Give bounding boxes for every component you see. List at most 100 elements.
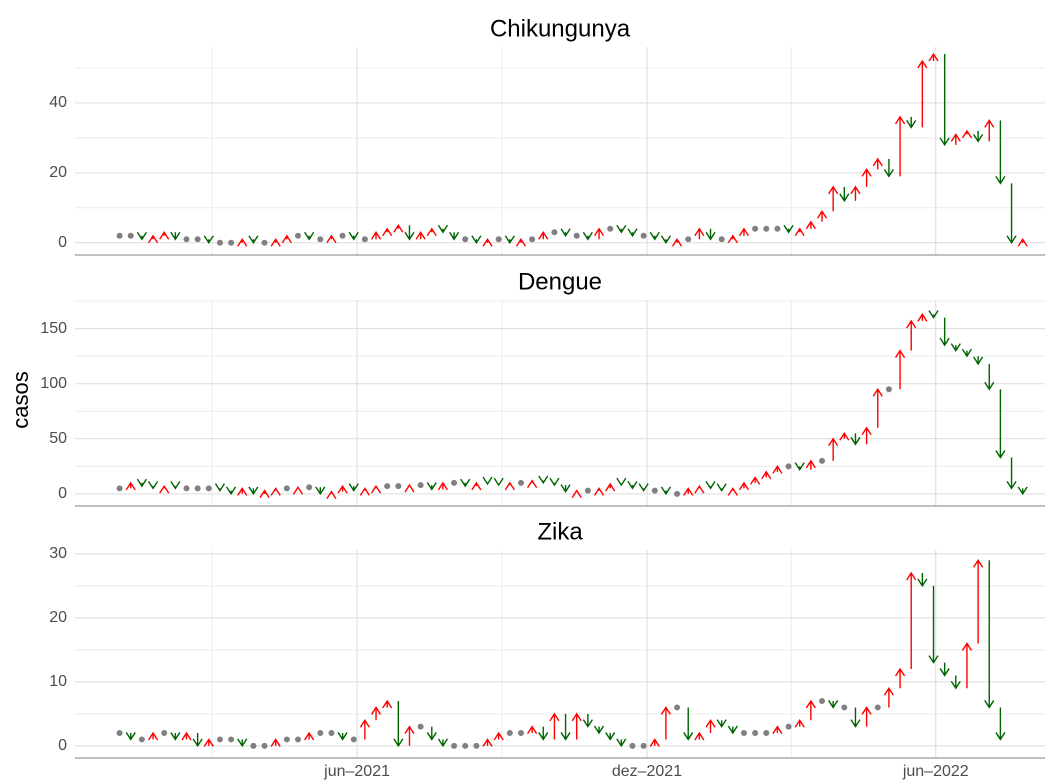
arrow-down xyxy=(839,186,850,203)
point xyxy=(640,742,647,749)
arrow-up xyxy=(593,487,605,496)
arrow-up xyxy=(883,686,894,708)
point xyxy=(361,236,368,243)
arrow-down xyxy=(549,477,560,487)
arrow-down xyxy=(794,462,805,471)
y-tick-label: 20 xyxy=(49,609,67,626)
arrow-down xyxy=(504,235,515,245)
arrow-up xyxy=(950,133,961,145)
arrow-down xyxy=(248,486,259,496)
arrow-up xyxy=(292,485,304,495)
point xyxy=(752,730,759,737)
arrow-up xyxy=(259,489,270,498)
point xyxy=(328,730,335,737)
arrow-down xyxy=(995,707,1006,741)
arrow-up xyxy=(370,706,382,721)
arrow-up xyxy=(437,481,449,491)
arrow-down xyxy=(716,719,727,728)
arrow-down xyxy=(616,224,627,234)
point xyxy=(763,730,770,737)
arrow-up xyxy=(237,237,248,247)
arrow-down xyxy=(616,477,627,487)
arrow-down xyxy=(482,476,493,486)
y-tick-label: 20 xyxy=(49,164,67,181)
arrow-down xyxy=(248,235,259,245)
arrow-up xyxy=(281,234,292,244)
point xyxy=(874,704,881,711)
arrow-up xyxy=(181,731,192,741)
arrow-down xyxy=(125,732,136,741)
point xyxy=(116,485,123,492)
arrow-up xyxy=(772,725,783,735)
arrow-down xyxy=(660,235,672,245)
point xyxy=(250,742,257,749)
point xyxy=(740,730,747,737)
arrow-up xyxy=(382,699,393,709)
arrow-up xyxy=(538,230,549,240)
arrow-up xyxy=(861,168,872,187)
arrow-down xyxy=(727,725,738,735)
arrow-down xyxy=(783,224,794,234)
point xyxy=(261,742,268,749)
arrow-down xyxy=(850,707,861,728)
arrow-up xyxy=(649,738,660,747)
arrow-down xyxy=(538,726,549,741)
arrow-up xyxy=(861,706,872,727)
arrow-down xyxy=(939,662,950,677)
arrow-down xyxy=(560,484,571,493)
point xyxy=(261,239,268,246)
panel-title: Chikungunya xyxy=(490,15,631,42)
arrow-down xyxy=(337,732,348,741)
y-tick-label: 0 xyxy=(58,234,67,251)
arrow-up xyxy=(894,115,906,177)
arrow-up xyxy=(872,387,883,428)
arrow-up xyxy=(393,223,404,233)
arrow-up xyxy=(828,437,839,461)
arrow-up xyxy=(359,487,370,496)
point xyxy=(283,485,290,492)
arrow-up xyxy=(894,667,906,689)
point xyxy=(841,704,848,711)
arrow-down xyxy=(582,713,593,728)
arrow-down xyxy=(627,480,638,490)
arrow-down xyxy=(939,53,950,147)
arrow-down xyxy=(437,224,449,234)
arrow-up xyxy=(694,731,705,741)
point xyxy=(116,232,123,239)
arrow-down xyxy=(973,130,984,143)
x-tick-label: dez–2021 xyxy=(612,763,682,780)
arrow-up xyxy=(794,718,805,728)
point xyxy=(506,730,513,737)
arrow-up xyxy=(694,484,705,494)
arrow-up xyxy=(527,479,538,489)
arrow-down xyxy=(348,231,359,241)
arrow-down xyxy=(1006,457,1017,490)
arrow-down xyxy=(883,158,894,178)
arrow-up xyxy=(326,234,337,244)
arrow-down xyxy=(460,478,471,488)
point xyxy=(317,730,324,737)
arrow-up xyxy=(125,481,136,491)
y-tick-label: 0 xyxy=(58,485,67,502)
arrow-up xyxy=(671,237,683,247)
arrow-down xyxy=(616,738,627,748)
arrow-up xyxy=(816,210,828,222)
point xyxy=(607,225,614,232)
arrow-up xyxy=(370,484,382,494)
arrow-down xyxy=(393,701,404,748)
point xyxy=(417,482,424,489)
point xyxy=(819,698,826,705)
point xyxy=(216,239,223,246)
arrow-down xyxy=(605,732,616,741)
arrow-up xyxy=(805,699,816,721)
arrow-down xyxy=(226,486,237,496)
arrow-up xyxy=(805,459,816,470)
arrow-up xyxy=(738,227,750,237)
arrow-down xyxy=(850,433,861,446)
arrow-up xyxy=(549,712,560,740)
point xyxy=(885,386,892,393)
arrow-up xyxy=(203,738,214,747)
arrow-down xyxy=(939,317,950,347)
arrow-down xyxy=(170,480,181,490)
arrow-up xyxy=(861,426,872,445)
